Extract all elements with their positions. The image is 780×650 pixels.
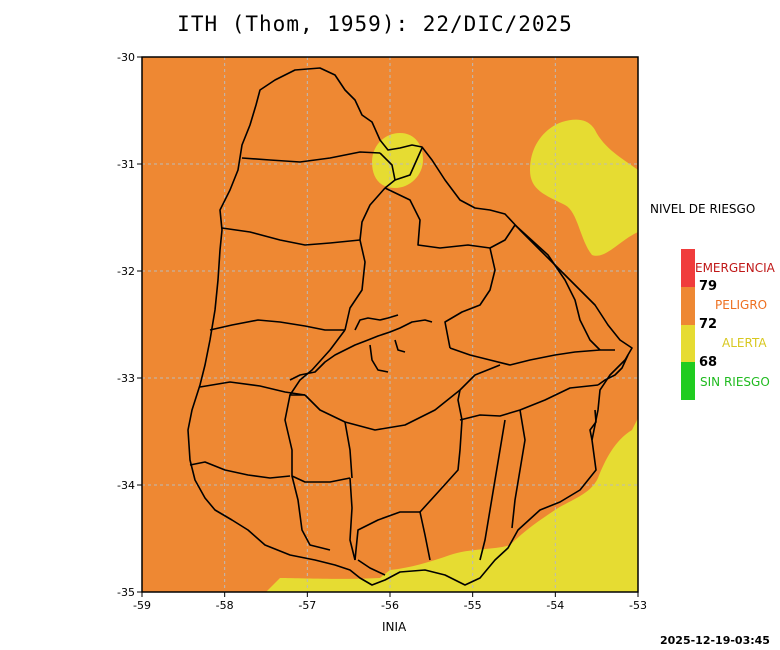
axis-ticks	[137, 56, 639, 597]
legend-title: NIVEL DE RIESGO	[650, 202, 756, 216]
timestamp: 2025-12-19-03:45	[660, 634, 770, 647]
legend-threshold-68: 68	[699, 355, 718, 370]
department-borders	[187, 67, 633, 586]
border-rivera-tacuarembo	[394, 147, 423, 181]
border-artigas-salto	[241, 151, 381, 163]
border-salto-paysandu	[221, 227, 361, 246]
legend-swatch-alerta	[681, 325, 695, 362]
legend-label-emergencia: EMERGENCIA	[695, 261, 775, 275]
alerta-zone-northeast	[530, 119, 638, 256]
border-durazno-north	[289, 329, 346, 396]
border-colonia-sanjose	[291, 475, 331, 551]
laguna-merin-shore	[597, 354, 629, 386]
rio-negro-lake	[289, 314, 433, 381]
border-sanjose-canelones	[349, 477, 356, 561]
border-cerrolargo-treinta	[514, 224, 601, 351]
border-canelones-montevideo	[357, 559, 386, 576]
border-lavalleja-treinta	[449, 347, 615, 366]
border-paysandu-rionegro	[209, 319, 345, 331]
y-tick-label: -33	[117, 372, 135, 385]
legend-threshold-79: 79	[699, 279, 718, 294]
legend-label-peligro: PELIGRO	[715, 298, 768, 312]
legend-swatch-peligro	[681, 287, 695, 325]
x-tick-label: -53	[629, 599, 647, 612]
legend-swatch-sin-riesgo	[681, 362, 695, 400]
credit-label: INIA	[382, 620, 407, 634]
coast-detail	[589, 409, 597, 441]
country-outline	[187, 67, 633, 586]
border-tacuarembo-west	[344, 187, 386, 331]
legend-threshold-72: 72	[699, 317, 718, 332]
map-title: ITH (Thom, 1959): 22/DIC/2025	[177, 12, 573, 36]
border-tacuarembo-durazno	[444, 247, 496, 349]
legend-label-sin-riesgo: SIN RIESGO	[700, 375, 770, 389]
legend-label-alerta: ALERTA	[722, 336, 767, 350]
x-tick-label: -54	[546, 599, 564, 612]
y-tick-label: -30	[117, 51, 135, 64]
alerta-zone-south	[266, 418, 638, 592]
legend-swatch-emergencia	[681, 249, 695, 287]
y-tick-label: -35	[117, 586, 135, 599]
border-maldonado-rocha	[479, 419, 506, 561]
border-artigas-rivera	[379, 152, 396, 189]
border-florida-canelones	[354, 511, 431, 561]
x-tick-label: -59	[133, 599, 151, 612]
border-lavalleja-maldonado	[419, 389, 463, 513]
y-tick-label: -32	[117, 265, 135, 278]
border-rocha-north	[511, 409, 526, 529]
y-tick-label: -31	[117, 158, 135, 171]
x-tick-label: -57	[298, 599, 316, 612]
x-tick-label: -56	[381, 599, 399, 612]
x-tick-label: -55	[464, 599, 482, 612]
border-flores-florida	[344, 421, 353, 479]
border-durazno-florida	[304, 364, 501, 431]
border-rivera-cerrolargo	[384, 187, 516, 249]
border-soriano-colonia	[189, 461, 291, 479]
y-tick-label: -34	[117, 479, 135, 492]
x-tick-label: -58	[216, 599, 234, 612]
x-axis-labels: -59 -58 -57 -56 -55 -54 -53	[133, 599, 647, 612]
y-axis-labels: -30 -31 -32 -33 -34 -35	[117, 51, 135, 599]
